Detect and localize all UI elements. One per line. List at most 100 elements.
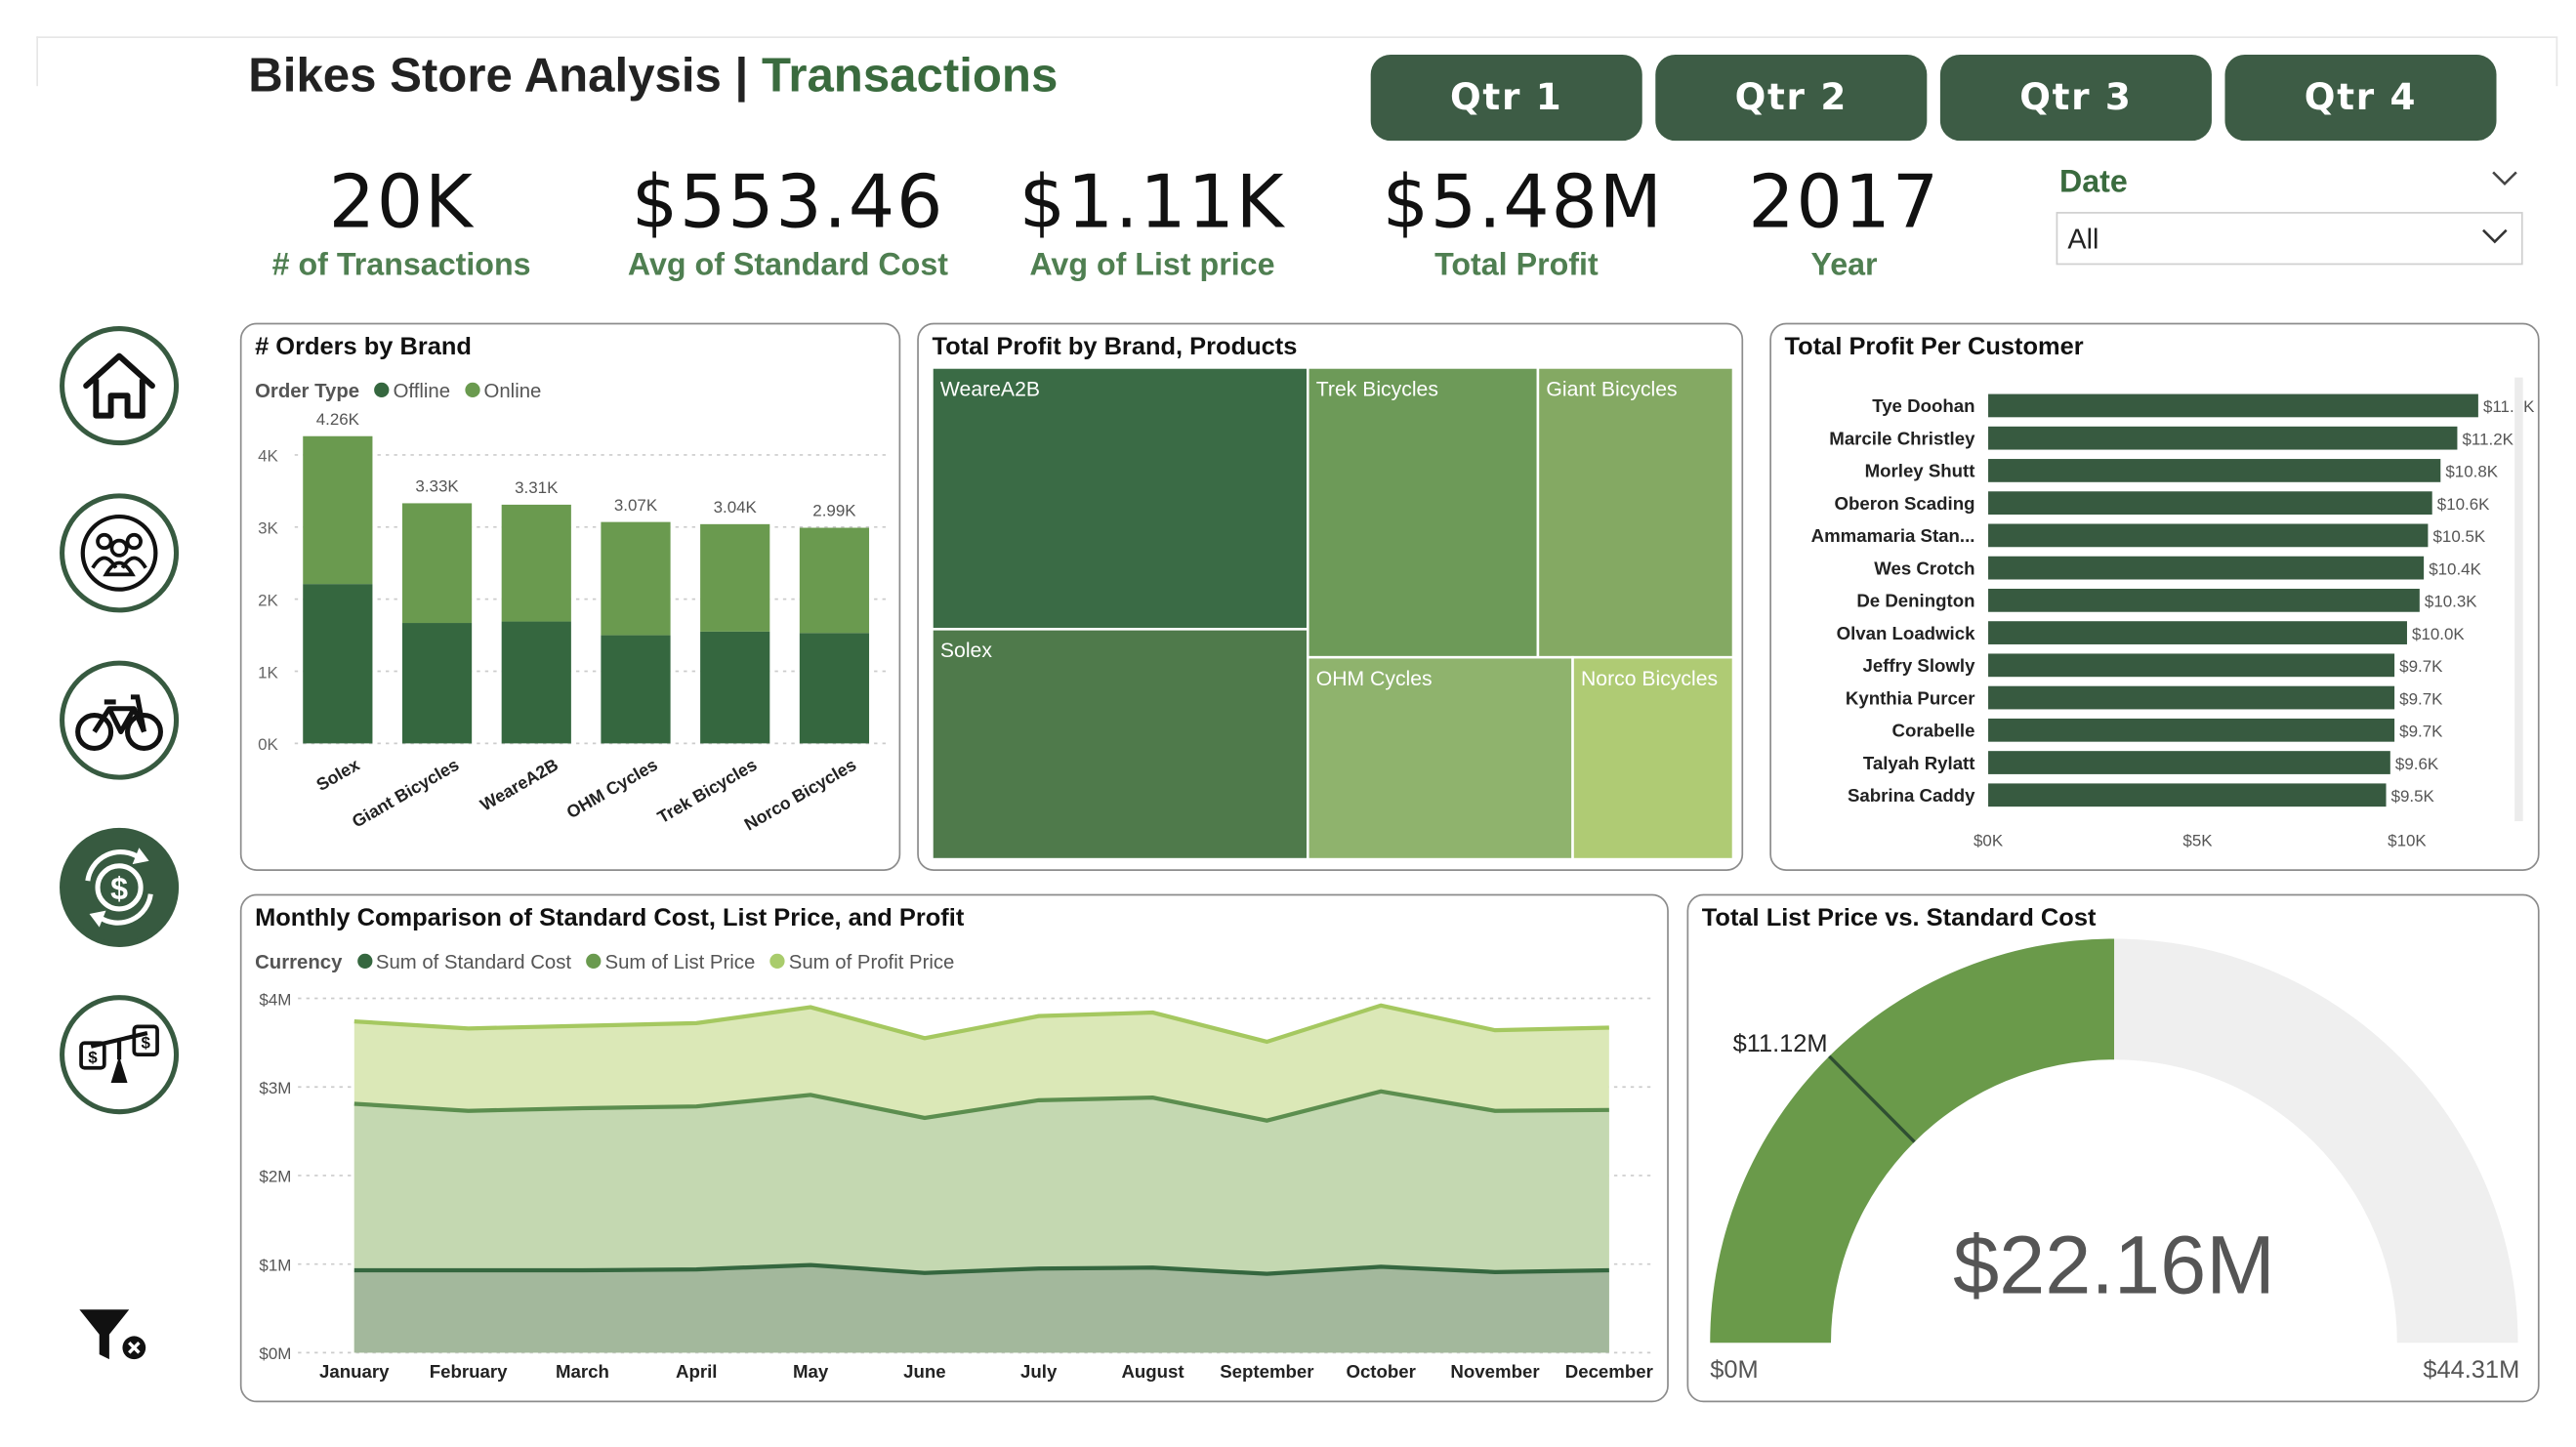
monthly-comparison-card: Monthly Comparison of Standard Cost, Lis… bbox=[239, 893, 1669, 1403]
y-tick-label: 4K bbox=[258, 447, 278, 466]
nav-transactions-button[interactable]: $ bbox=[60, 827, 180, 947]
category-label: Sabrina Caddy bbox=[1848, 785, 1975, 806]
kpi-label: Avg of List price bbox=[1029, 248, 1275, 284]
category-label: Talyah Rylatt bbox=[1863, 753, 1975, 773]
area-standard-cost bbox=[353, 1264, 1609, 1353]
chart-legend: Order Type Offline Online bbox=[255, 379, 541, 402]
data-label: $9.7K bbox=[2399, 723, 2443, 741]
nav-home-button[interactable] bbox=[60, 326, 180, 446]
customer-bar bbox=[1988, 556, 2425, 580]
y-tick-label: $2M bbox=[259, 1168, 291, 1186]
x-tick-label: June bbox=[903, 1361, 946, 1382]
data-label: 3.31K bbox=[515, 478, 559, 497]
legend-item: Sum of Standard Cost bbox=[375, 950, 572, 974]
x-tick-label: Giant Bicycles bbox=[349, 755, 462, 832]
kpi-transactions: 20K # of Transactions bbox=[257, 160, 547, 285]
clear-filter-icon[interactable] bbox=[76, 1304, 152, 1367]
category-label: Corabelle bbox=[1892, 721, 1975, 741]
nav-pricing-button[interactable]: $ $ bbox=[60, 995, 180, 1115]
y-tick-label: 1K bbox=[258, 663, 278, 682]
date-dropdown[interactable]: All bbox=[2056, 212, 2523, 266]
x-tick-label: August bbox=[1121, 1361, 1184, 1382]
kpi-avg-standard-cost: $553.46 Avg of Standard Cost bbox=[612, 160, 963, 285]
category-label: Jeffry Slowly bbox=[1863, 655, 1976, 676]
kpi-value: $553.46 bbox=[631, 160, 945, 245]
customers-icon bbox=[80, 514, 158, 592]
card-title: Total Profit by Brand, Products bbox=[932, 332, 1298, 361]
data-label: $9.6K bbox=[2395, 755, 2439, 773]
y-tick-label: $1M bbox=[259, 1256, 291, 1274]
header-frame-line bbox=[36, 36, 2556, 39]
legend-item: Sum of Profit Price bbox=[788, 950, 955, 974]
date-filter-label: Date bbox=[2058, 165, 2128, 201]
price-scale-icon: $ $ bbox=[79, 1024, 159, 1083]
treemap-tile bbox=[1307, 655, 1574, 861]
title-separator: | bbox=[734, 49, 749, 103]
treemap-tile bbox=[1536, 366, 1735, 659]
bar-offline bbox=[501, 621, 571, 744]
nav-customers-button[interactable] bbox=[60, 493, 180, 613]
kpi-label: # of Transactions bbox=[271, 248, 531, 284]
profit-treemap-card: Total Profit by Brand, Products WeareA2B… bbox=[917, 322, 1744, 871]
treemap-tile-label: OHM Cycles bbox=[1316, 668, 1433, 690]
customer-bar bbox=[1988, 523, 2429, 548]
qtr-2-button[interactable]: Qtr 2 bbox=[1655, 54, 1928, 142]
bar-online bbox=[401, 503, 473, 624]
category-label: Morley Shutt bbox=[1865, 461, 1975, 481]
data-label: $9.5K bbox=[2391, 787, 2435, 806]
gauge-value-label: $22.16M bbox=[1953, 1218, 2275, 1310]
x-tick-label: May bbox=[793, 1361, 829, 1382]
kpi-year: 2017 Year bbox=[1741, 164, 1946, 285]
kpi-value: 20K bbox=[328, 160, 475, 245]
page-title: Bikes Store Analysis | Transactions bbox=[248, 50, 1058, 104]
nav-bikes-button[interactable] bbox=[60, 660, 180, 780]
customer-bar bbox=[1988, 426, 2458, 450]
kpi-label: Total Profit bbox=[1434, 248, 1599, 284]
bar-online bbox=[799, 527, 870, 634]
series-line bbox=[353, 1003, 1609, 1045]
chart-legend: Currency Sum of Standard Cost Sum of Lis… bbox=[255, 950, 954, 973]
treemap-tile-label: Trek Bicycles bbox=[1316, 378, 1438, 400]
orders-chart: 0K 1K 2K 3K 4K 4.26K Solex 3.33K Giant Bicycles 3… bbox=[258, 410, 892, 835]
data-label: 3.07K bbox=[614, 496, 658, 515]
qtr-1-button[interactable]: Qtr 1 bbox=[1370, 54, 1642, 142]
bar-offline bbox=[700, 631, 770, 744]
card-title: # Orders by Brand bbox=[255, 332, 472, 361]
series-line bbox=[353, 1262, 1609, 1276]
y-tick-label: $3M bbox=[259, 1079, 291, 1097]
y-tick-label: $4M bbox=[259, 990, 291, 1009]
legend-dot bbox=[465, 382, 481, 397]
bike-icon bbox=[75, 694, 163, 751]
category-label: Kynthia Purcer bbox=[1846, 687, 1975, 708]
chevron-down-icon bbox=[2482, 228, 2508, 244]
x-tick-label: $0K bbox=[1974, 832, 2004, 850]
profit-per-customer-card: Total Profit Per Customer Tye Doohan $11.… bbox=[1769, 322, 2540, 871]
x-tick-label: September bbox=[1220, 1361, 1313, 1382]
category-label: Tye Doohan bbox=[1872, 395, 1974, 416]
gauge-target-marker bbox=[1828, 1054, 1916, 1143]
gauge-target-label: $11.12M bbox=[1733, 1030, 1828, 1057]
bar-offline bbox=[303, 584, 373, 744]
customer-bar bbox=[1988, 393, 2478, 418]
data-label: $10.6K bbox=[2437, 495, 2490, 514]
monthly-chart: $0M $1M $2M $3M $4M January February March April… bbox=[259, 990, 1652, 1382]
orders-by-brand-card: # Orders by Brand Order Type Offline Onl… bbox=[239, 322, 901, 871]
data-label: $10.8K bbox=[2445, 463, 2498, 481]
qtr-3-button[interactable]: Qtr 3 bbox=[1939, 54, 2212, 142]
data-label: 3.33K bbox=[415, 477, 459, 496]
kpi-label: Year bbox=[1810, 248, 1878, 284]
customer-bar bbox=[1988, 783, 2387, 807]
chevron-down-icon[interactable] bbox=[2488, 166, 2521, 189]
data-label: $10.4K bbox=[2429, 559, 2481, 578]
x-tick-label: WeareA2B bbox=[477, 755, 561, 815]
category-label: Wes Crotch bbox=[1874, 558, 1974, 578]
category-label: Oberon Scading bbox=[1835, 493, 1975, 514]
treemap-tile bbox=[1571, 655, 1735, 861]
scrollbar-track[interactable] bbox=[2514, 377, 2523, 822]
series-line bbox=[353, 1089, 1609, 1123]
qtr-4-button[interactable]: Qtr 4 bbox=[2224, 54, 2497, 142]
kpi-avg-list-price: $1.11K Avg of List price bbox=[1003, 164, 1301, 285]
y-tick-label: 0K bbox=[258, 735, 278, 754]
legend-dot bbox=[374, 382, 391, 397]
svg-text:$: $ bbox=[141, 1033, 150, 1052]
